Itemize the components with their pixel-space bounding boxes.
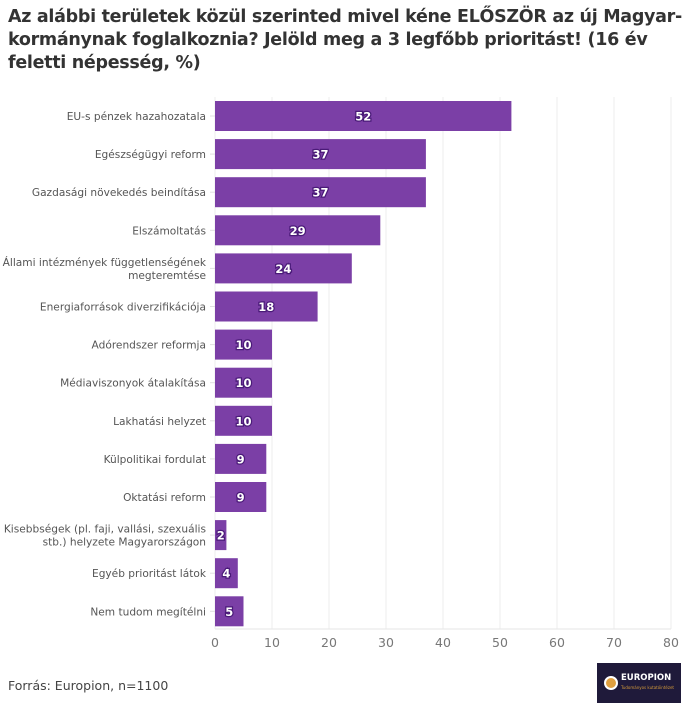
x-tick-label: 80: [663, 635, 679, 650]
x-axis-ticks: 0 10 20 30 40 50 60 70 80: [211, 635, 679, 650]
category-label-line: Adórendszer reformja: [92, 340, 206, 352]
category-label: EU-s pénzek hazahozatala: [67, 111, 206, 123]
category-label: Médiaviszonyok átalakítása: [60, 378, 206, 390]
x-tick-label: 70: [606, 635, 622, 650]
value-label: 9: [237, 452, 245, 466]
category-label-line: Kisebbségek (pl. faji, vallási, szexuáli…: [4, 524, 206, 536]
category-label: Egyéb prioritást látok: [92, 568, 207, 580]
x-tick-label: 40: [435, 635, 451, 650]
value-label: 18: [258, 300, 274, 314]
category-label-line: Egészségügyi reform: [95, 149, 206, 161]
category-label: Lakhatási helyzet: [113, 416, 206, 428]
category-label: Kisebbségek (pl. faji, vallási, szexuáli…: [4, 524, 206, 549]
category-label-line: Állami intézmények függetlenségének: [3, 256, 207, 269]
value-label: 10: [235, 376, 251, 390]
x-tick-label: 10: [264, 635, 280, 650]
category-label: Állami intézmények függetlenségének megte…: [3, 256, 207, 282]
x-tick-label: 60: [549, 635, 565, 650]
bar: [215, 139, 426, 170]
category-labels: EU-s pénzek hazahozatala Egészségügyi ref…: [3, 111, 207, 618]
bar: [215, 443, 267, 474]
bar: [215, 291, 318, 322]
category-label-line: Gazdasági növekedés beindítása: [32, 187, 206, 199]
bar: [215, 101, 512, 131]
bar: [215, 558, 238, 589]
x-tick-label: 0: [211, 635, 219, 650]
category-label-line: Médiaviszonyok átalakítása: [60, 378, 206, 390]
category-label: Elszámoltatás: [132, 225, 206, 237]
value-label: 24: [275, 262, 291, 276]
source-note: Forrás: Europion, n=1100: [8, 678, 169, 693]
bar: [215, 482, 267, 512]
category-label: Energiaforrások diverzifikációja: [40, 302, 206, 314]
category-label: Külpolitikai fordulat: [104, 454, 206, 466]
bar: [215, 405, 272, 436]
bar: [215, 215, 381, 246]
logo-subtext: Tudományos kutatóintézet: [621, 685, 674, 690]
value-label: 2: [217, 529, 225, 543]
category-label: Oktatási reform: [123, 492, 206, 504]
category-label-line: Elszámoltatás: [132, 225, 206, 237]
value-label: 5: [225, 605, 233, 619]
bars: [215, 101, 512, 627]
x-tick-label: 20: [321, 635, 337, 650]
value-label: 9: [237, 491, 245, 505]
category-label-line: Egyéb prioritást látok: [92, 568, 207, 580]
category-label-line: Oktatási reform: [123, 492, 206, 504]
x-tick-label: 50: [492, 635, 508, 650]
value-label: 4: [222, 567, 230, 581]
category-label-line: Külpolitikai fordulat: [104, 454, 206, 466]
category-label: Gazdasági növekedés beindítása: [32, 187, 206, 199]
bar: [215, 329, 272, 360]
category-label-line: Lakhatási helyzet: [113, 416, 206, 428]
logo-mark-icon: [604, 676, 618, 690]
bar: [215, 253, 352, 284]
value-label: 37: [312, 148, 328, 162]
value-label: 10: [235, 414, 251, 428]
grid-lines: [210, 97, 672, 630]
value-label: 29: [290, 224, 306, 238]
bar: [215, 177, 426, 208]
category-label-line: megteremtése: [128, 270, 206, 282]
category-label-line: stb.) helyzete Magyarországon: [43, 537, 206, 549]
bar: [215, 367, 272, 398]
logo-text: EUROPION Tudományos kutatóintézet: [621, 674, 674, 692]
category-label-line: EU-s pénzek hazahozatala: [67, 111, 206, 123]
value-label: 52: [355, 110, 371, 124]
category-label: Egészségügyi reform: [95, 149, 206, 161]
bar: [215, 596, 244, 627]
logo-name: EUROPION: [621, 673, 672, 683]
bar-chart: EU-s pénzek hazahozatala Egészségügyi ref…: [3, 97, 679, 650]
category-label-line: Nem tudom megítélni: [90, 606, 206, 618]
chart-title: Az alábbi területek közül szerinted mive…: [8, 7, 682, 73]
value-label: 37: [312, 186, 328, 200]
value-label: 10: [235, 338, 251, 352]
category-label: Nem tudom megítélni: [90, 606, 206, 618]
bar: [215, 520, 227, 551]
category-label: Adórendszer reformja: [92, 340, 206, 352]
europion-logo: EUROPION Tudományos kutatóintézet: [597, 663, 681, 703]
x-tick-label: 30: [378, 635, 394, 650]
category-label-line: Energiaforrások diverzifikációja: [40, 302, 206, 314]
